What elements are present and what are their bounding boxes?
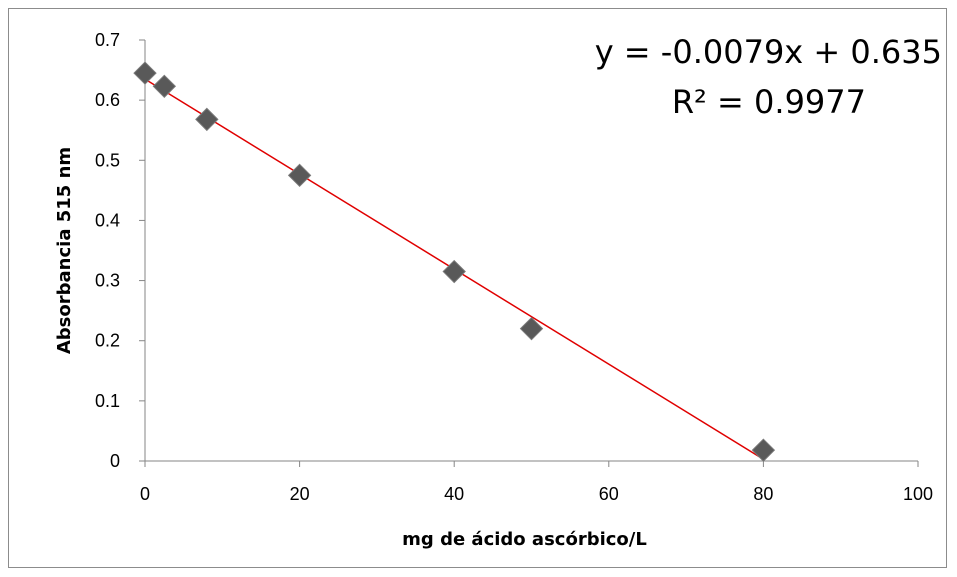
y-tick-label: 0.2 (95, 331, 120, 351)
data-point-marker (152, 74, 177, 99)
data-point-marker (133, 61, 157, 85)
y-tick-label: 0.1 (95, 391, 120, 411)
data-point-marker (195, 107, 219, 132)
x-tick-label: 0 (140, 484, 150, 504)
x-tick-label: 40 (444, 484, 464, 504)
y-tick-label: 0.7 (95, 30, 120, 50)
x-tick-label: 100 (903, 484, 933, 504)
y-tick-label: 0 (110, 451, 120, 471)
data-points (133, 61, 776, 462)
x-axis-title: mg de ácido ascórbico/L (402, 529, 647, 550)
y-tick-label: 0.6 (95, 90, 120, 110)
data-point-marker (442, 259, 466, 284)
x-tick-label: 80 (753, 484, 773, 504)
chart-frame (8, 8, 947, 568)
x-tick-label: 20 (290, 484, 310, 504)
axes (144, 40, 918, 462)
equation-label: y = -0.0079x + 0.635 (595, 33, 942, 71)
data-point-marker (287, 163, 312, 188)
x-tick-labels: 0 20 40 60 80 100 (140, 461, 933, 504)
y-axis-title: Absorbancia 515 nm (54, 147, 75, 354)
data-point-marker (519, 316, 544, 341)
x-tick-label: 60 (599, 484, 619, 504)
data-point-marker (751, 438, 776, 462)
y-tick-labels: 0 0.1 0.2 0.3 0.4 0.5 0.6 0.7 (95, 30, 145, 471)
y-tick-label: 0.4 (95, 210, 120, 230)
y-tick-label: 0.5 (95, 150, 120, 170)
y-tick-label: 0.3 (95, 271, 120, 291)
r-squared-label: R² = 0.9977 (672, 83, 866, 121)
